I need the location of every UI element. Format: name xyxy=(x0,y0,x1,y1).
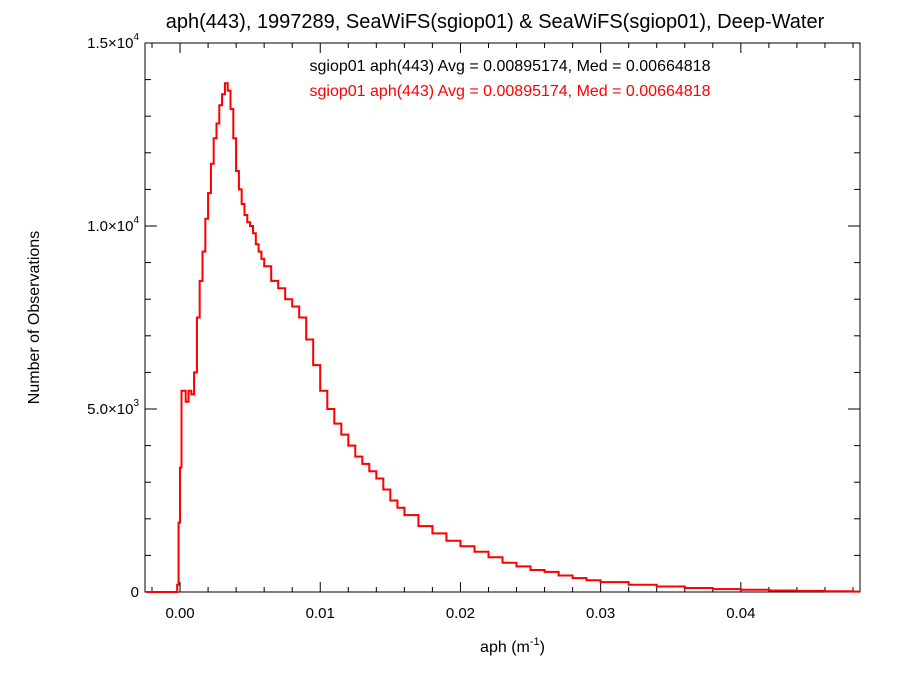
series-line-0 xyxy=(146,82,860,593)
y-tick-label: 0 xyxy=(131,584,139,601)
legend-entry-0: sgiop01 aph(443) Avg = 0.00895174, Med =… xyxy=(310,58,711,75)
x-tick-label: 0.04 xyxy=(726,605,755,622)
y-tick-label: 1.0×104 xyxy=(87,215,139,235)
y-tick-label-mantissa: 0 xyxy=(131,584,139,601)
x-axis-label-exponent: -1 xyxy=(530,636,540,648)
plot-frame xyxy=(144,42,861,593)
x-tick-label: 0.02 xyxy=(446,605,475,622)
x-tick-label: 0.01 xyxy=(306,605,335,622)
x-tick-label: 0.03 xyxy=(586,605,615,622)
legend-entry-1: sgiop01 aph(443) Avg = 0.00895174, Med =… xyxy=(310,83,711,100)
x-tick-label: 0.00 xyxy=(165,605,194,622)
y-tick-label: 1.5×104 xyxy=(87,32,139,52)
chart-title: aph(443), 1997289, SeaWiFS(sgiop01) & Se… xyxy=(166,11,825,33)
y-axis-label: Number of Observations xyxy=(26,231,43,404)
y-tick-label-exponent: 3 xyxy=(133,398,139,409)
x-axis-label-main: aph (m xyxy=(480,639,530,656)
series-line-1 xyxy=(146,82,860,593)
y-tick-label-exponent: 4 xyxy=(133,32,139,43)
legend: sgiop01 aph(443) Avg = 0.00895174, Med =… xyxy=(310,58,711,100)
y-tick-label-exponent: 4 xyxy=(133,215,139,226)
y-tick-label-mantissa: 1.0×10 xyxy=(87,218,133,235)
x-axis-ticks: 0.00 0.01 0.02 0.03 0.04 xyxy=(151,43,854,622)
x-axis-label: aph (m-1) xyxy=(480,636,545,656)
y-tick-label: 5.0×103 xyxy=(87,398,139,418)
y-tick-label-mantissa: 1.5×10 xyxy=(87,35,133,52)
x-axis-label-close: ) xyxy=(540,639,545,656)
series-layer xyxy=(146,82,860,593)
y-tick-label-mantissa: 5.0×10 xyxy=(87,401,133,418)
